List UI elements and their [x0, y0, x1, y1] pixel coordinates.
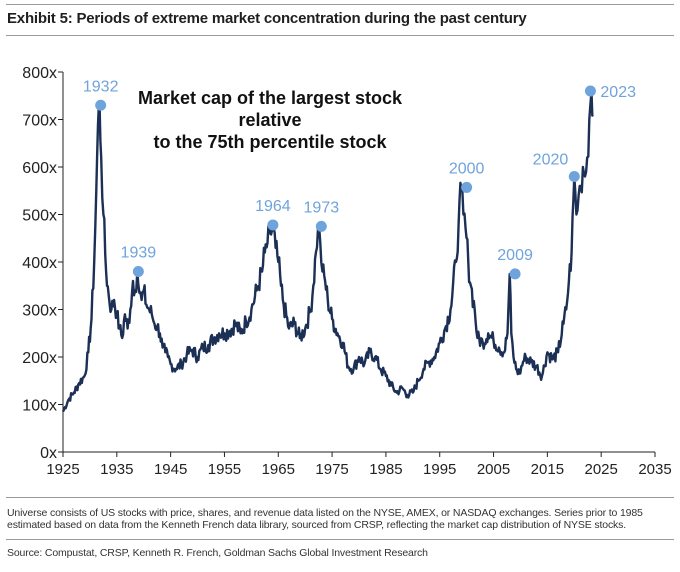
y-tick-label: 400x	[22, 255, 57, 272]
peak-marker-2023	[584, 85, 596, 97]
peak-label-1964: 1964	[255, 198, 291, 215]
peak-marker-1939	[132, 266, 144, 277]
y-tick-label: 100x	[22, 398, 57, 415]
peak-marker-1932	[95, 99, 107, 111]
x-tick-label: 2015	[531, 461, 564, 478]
x-tick-label: 1955	[208, 461, 241, 478]
y-tick-label: 600x	[22, 160, 57, 177]
x-tick-label: 2025	[584, 461, 617, 478]
x-tick-label: 1975	[315, 461, 348, 478]
x-tick-label: 1925	[46, 461, 79, 478]
x-tick-label: 2035	[638, 461, 671, 478]
peak-marker-2000	[461, 181, 473, 193]
source-note: Source: Compustat, CRSP, Kenneth R. Fren…	[7, 547, 428, 559]
peak-label-2009: 2009	[497, 247, 533, 264]
chart-title-line-1: Market cap of the largest stock relative	[137, 88, 403, 130]
y-tick-label: 500x	[22, 208, 57, 225]
x-tick-label: 2005	[477, 461, 510, 478]
chart-title: Market cap of the largest stock relative…	[120, 87, 420, 153]
x-tick-label: 1935	[100, 461, 133, 478]
peak-marker-1973	[315, 220, 327, 232]
chart-title-line-2: to the 75th percentile stock	[153, 132, 387, 152]
y-tick-label: 800x	[22, 65, 57, 82]
methodology-note: Universe consists of US stocks with pric…	[7, 507, 643, 531]
y-tick-label: 700x	[22, 113, 57, 130]
peak-label-2000: 2000	[449, 160, 485, 177]
footer-rule-2	[6, 539, 674, 540]
footer-rule-1	[6, 497, 674, 498]
exhibit-title: Exhibit 5: Periods of extreme market con…	[7, 10, 527, 27]
y-tick-label: 0x	[40, 445, 57, 462]
y-tick-label: 200x	[22, 350, 57, 367]
peak-label-1932: 1932	[83, 78, 119, 95]
peak-label-2023: 2023	[600, 84, 636, 101]
x-tick-label: 1985	[369, 461, 402, 478]
top-rule	[6, 4, 674, 5]
peak-marker-1964	[267, 219, 279, 231]
line-chart: 0x 100x 200x 300x 400x 500x 600x 700x 800x 1925 19…	[22, 65, 671, 478]
y-tick-label: 300x	[22, 303, 57, 320]
x-tick-label: 1945	[154, 461, 187, 478]
x-tick-label: 1965	[262, 461, 295, 478]
x-tick-label: 1995	[423, 461, 456, 478]
peak-marker-2020	[568, 171, 580, 182]
peak-label-1939: 1939	[121, 245, 157, 262]
series-line-0	[61, 89, 594, 413]
peak-label-2020: 2020	[533, 152, 569, 169]
peak-marker-2009	[509, 268, 521, 280]
peak-label-1973: 1973	[304, 199, 340, 216]
title-rule	[6, 35, 674, 36]
